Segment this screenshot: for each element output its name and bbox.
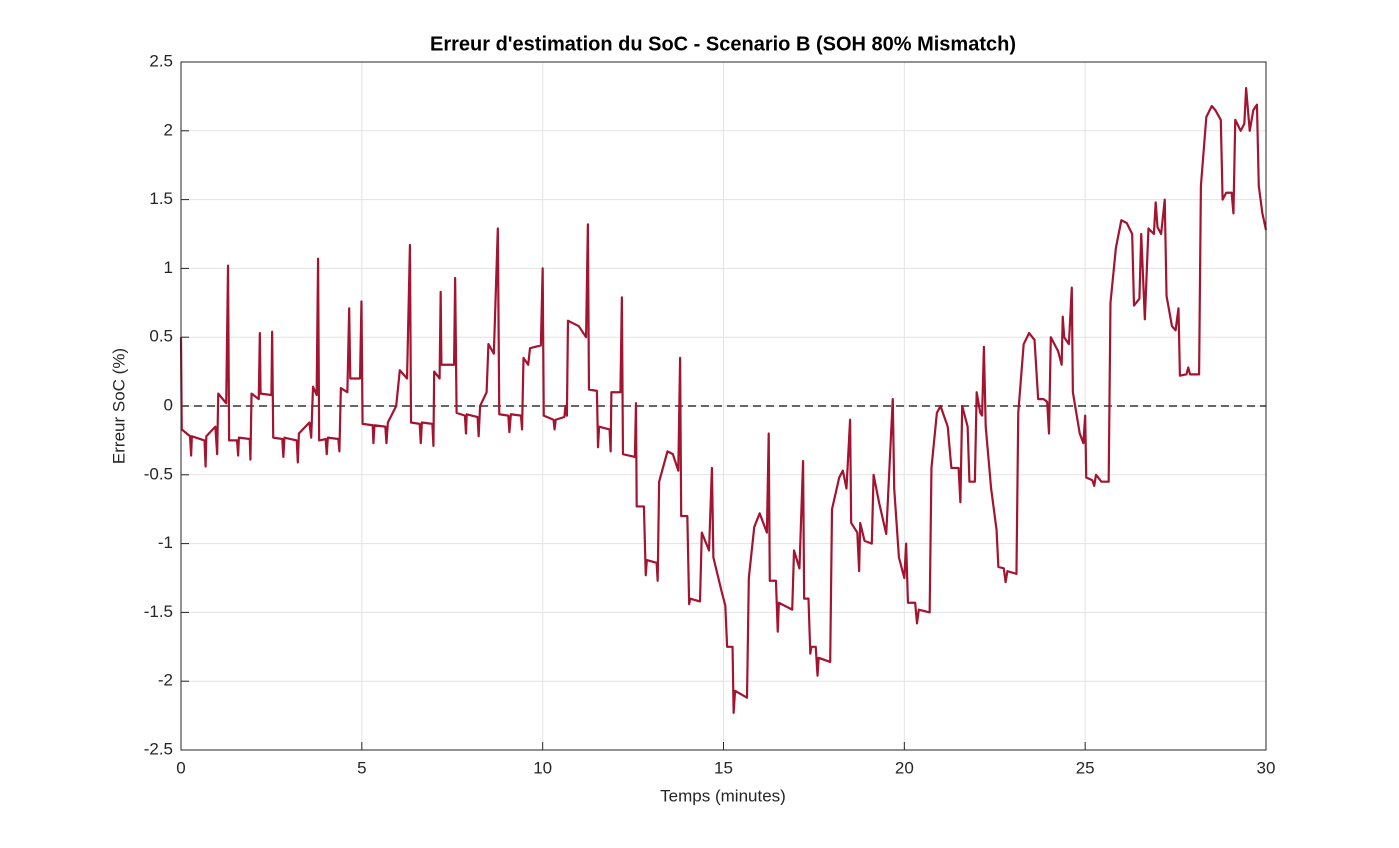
y-tick-label: -2 — [158, 671, 173, 690]
y-tick-label: -0.5 — [144, 464, 173, 483]
y-tick-label: 1.5 — [149, 189, 173, 208]
x-axis-label: Temps (minutes) — [660, 786, 786, 805]
y-tick-label: -1.5 — [144, 602, 173, 621]
data-line — [179, 87, 1268, 714]
y-axis-label: Erreur SoC (%) — [109, 348, 128, 464]
x-tick-label: 30 — [1257, 758, 1276, 777]
y-tick-label: 2.5 — [149, 51, 173, 70]
x-tick-label: 5 — [357, 758, 366, 777]
x-tick-label: 0 — [176, 758, 185, 777]
plot-frame — [180, 61, 1267, 751]
x-tick-label: 10 — [533, 758, 552, 777]
y-tick-label: 1 — [164, 258, 173, 277]
x-tick-label: 20 — [895, 758, 914, 777]
y-tick-label: 2 — [164, 120, 173, 139]
x-tick-label: 15 — [714, 758, 733, 777]
y-tick-label: -2.5 — [144, 739, 173, 758]
y-tick-label: 0.5 — [149, 327, 173, 346]
x-tick-label: 25 — [1076, 758, 1095, 777]
y-tick-label: 0 — [164, 395, 173, 414]
chart-title: Erreur d'estimation du SoC - Scenario B … — [430, 33, 1016, 55]
y-tick-label: -1 — [158, 533, 173, 552]
